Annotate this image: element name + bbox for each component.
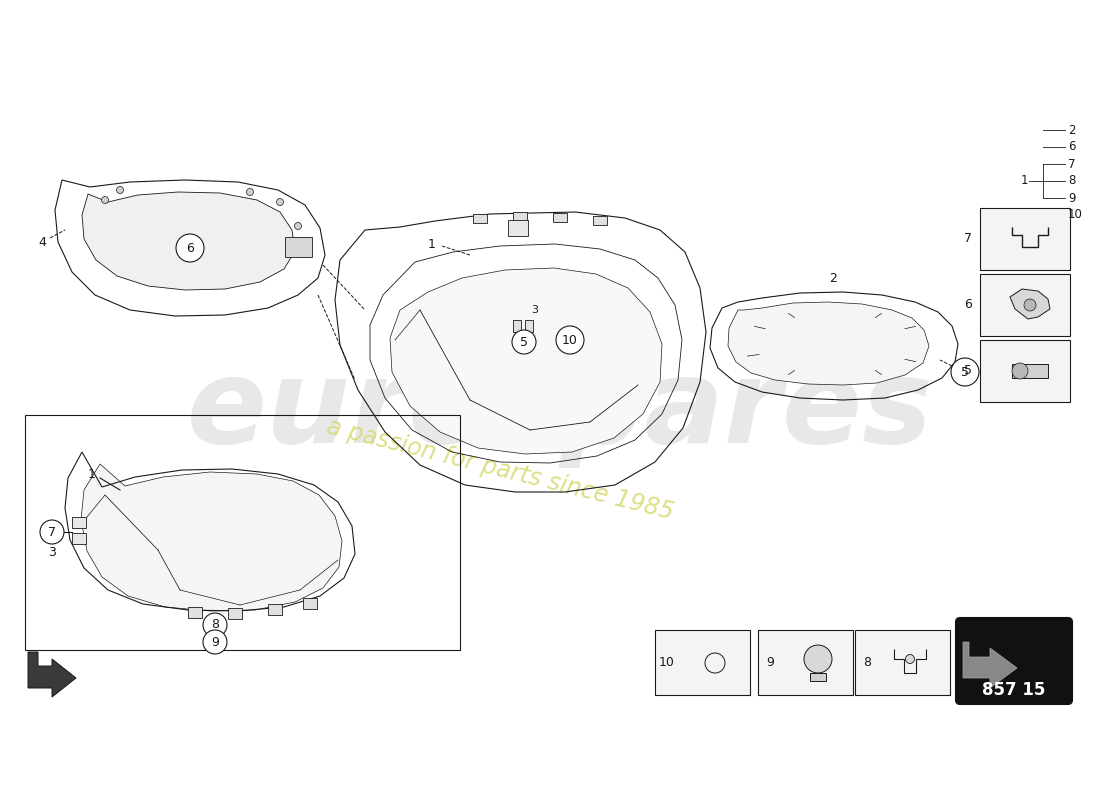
Text: 10: 10	[1068, 209, 1082, 222]
Circle shape	[556, 326, 584, 354]
Text: 10: 10	[562, 334, 578, 346]
Circle shape	[295, 222, 301, 230]
Polygon shape	[81, 464, 342, 611]
Text: 7: 7	[964, 233, 972, 246]
Text: 1: 1	[88, 469, 96, 482]
Text: 2: 2	[829, 273, 837, 286]
Bar	[980, 208, 1070, 270]
Bar	[188, 607, 202, 618]
Circle shape	[952, 358, 979, 386]
Text: 2: 2	[1068, 123, 1076, 137]
Bar	[855, 630, 950, 695]
Polygon shape	[28, 652, 76, 697]
Bar	[654, 630, 750, 695]
Polygon shape	[82, 192, 295, 290]
Text: 5: 5	[964, 365, 972, 378]
Circle shape	[40, 520, 64, 544]
Text: 5: 5	[961, 366, 969, 378]
Text: 6: 6	[186, 242, 194, 254]
Text: 4: 4	[39, 235, 46, 249]
Text: eurospares: eurospares	[187, 353, 933, 467]
Circle shape	[276, 198, 284, 206]
Text: 9: 9	[211, 635, 219, 649]
FancyBboxPatch shape	[956, 618, 1072, 704]
Circle shape	[905, 654, 914, 663]
Polygon shape	[390, 268, 662, 454]
Bar	[1012, 364, 1048, 378]
Text: 6: 6	[1068, 141, 1076, 154]
Circle shape	[204, 630, 227, 654]
Text: 5: 5	[520, 335, 528, 349]
Bar	[473, 214, 487, 223]
Text: 8: 8	[1068, 174, 1076, 187]
Bar	[553, 213, 566, 222]
Bar	[513, 320, 521, 332]
Text: 9: 9	[766, 657, 774, 670]
Text: 8: 8	[864, 657, 871, 670]
Text: 1: 1	[428, 238, 436, 250]
Text: 7: 7	[1068, 158, 1076, 170]
Circle shape	[1024, 299, 1036, 311]
Polygon shape	[285, 237, 312, 257]
Circle shape	[804, 645, 832, 673]
Circle shape	[1012, 363, 1028, 379]
Polygon shape	[728, 302, 930, 385]
Bar	[980, 274, 1070, 336]
Bar	[268, 604, 282, 615]
Circle shape	[101, 197, 109, 203]
Circle shape	[117, 186, 123, 194]
Circle shape	[246, 189, 253, 195]
Polygon shape	[962, 642, 1018, 688]
Bar	[980, 340, 1070, 402]
Bar	[758, 630, 852, 695]
Bar	[593, 216, 607, 225]
Text: 8: 8	[211, 618, 219, 631]
Text: 3: 3	[48, 546, 56, 558]
Bar	[810, 673, 826, 681]
Bar	[302, 598, 317, 609]
Bar	[72, 533, 86, 544]
Bar	[525, 320, 533, 332]
Text: 6: 6	[964, 298, 972, 311]
Text: 9: 9	[1068, 191, 1076, 205]
Bar	[508, 220, 528, 236]
Circle shape	[204, 613, 227, 637]
Text: 7: 7	[48, 526, 56, 538]
Text: 1: 1	[1021, 174, 1028, 187]
Circle shape	[512, 330, 536, 354]
Circle shape	[705, 653, 725, 673]
Bar	[228, 608, 242, 619]
Text: a passion for parts since 1985: a passion for parts since 1985	[324, 415, 676, 525]
Text: 3: 3	[531, 305, 539, 315]
Text: 10: 10	[659, 657, 675, 670]
Bar	[513, 212, 527, 221]
Circle shape	[176, 234, 204, 262]
Text: 857 15: 857 15	[982, 681, 1046, 699]
Bar	[72, 517, 86, 528]
Circle shape	[295, 242, 301, 250]
Polygon shape	[1010, 289, 1050, 319]
Bar	[25, 415, 460, 650]
